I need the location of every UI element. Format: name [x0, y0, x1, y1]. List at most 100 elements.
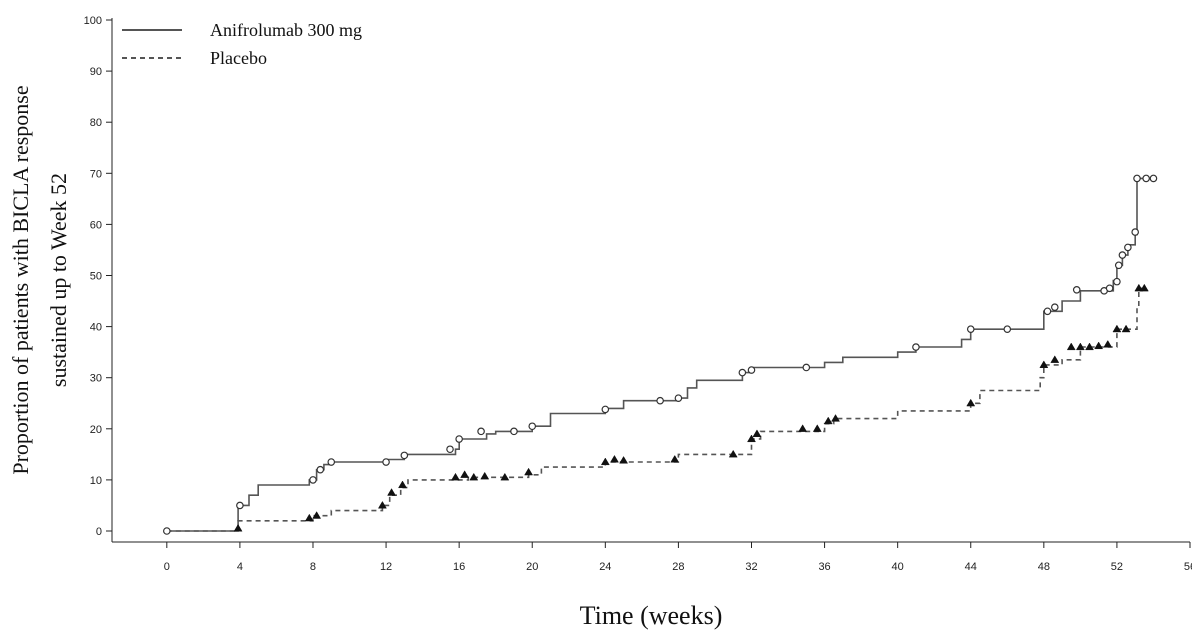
- y-tick-label-20: 20: [90, 424, 102, 436]
- censor-marker-anifrolumab-2: [309, 476, 317, 484]
- censor-marker-placebo-16: [728, 449, 738, 458]
- censor-marker-placebo-5: [398, 480, 407, 489]
- censor-marker-anifrolumab-21: [1043, 307, 1052, 316]
- legend: Anifrolumab 300 mg Placebo: [122, 20, 362, 68]
- x-tick-label-48: 48: [1038, 561, 1050, 573]
- series-line-1: [166, 287, 1147, 532]
- censor-marker-anifrolumab-5: [382, 458, 390, 466]
- censor-marker-placebo-30: [1103, 339, 1113, 348]
- censor-marker-anifrolumab-31: [1133, 174, 1141, 183]
- censor-marker-placebo-32: [1121, 324, 1131, 333]
- censor-marker-placebo-11: [524, 467, 534, 476]
- y-ticks: 0 10 20 30 40 50 60 70 80 90 100: [84, 15, 112, 538]
- y-tick-label-90: 90: [90, 66, 102, 78]
- censor-marker-anifrolumab-0: [163, 527, 171, 535]
- censor-marker-anifrolumab-22: [1050, 303, 1059, 311]
- y-tick-label-80: 80: [90, 117, 102, 129]
- censor-marker-placebo-0: [233, 523, 243, 532]
- x-tick-label-56: 56: [1184, 561, 1192, 573]
- x-tick-label-32: 32: [745, 561, 757, 573]
- x-ticks: 048121620242832364044485256: [164, 542, 1192, 573]
- y-tick-label-100: 100: [84, 15, 102, 27]
- censor-marker-anifrolumab-8: [455, 435, 463, 443]
- censor-marker-anifrolumab-15: [738, 368, 747, 377]
- y-tick-label-60: 60: [90, 219, 102, 231]
- censor-marker-anifrolumab-32: [1142, 174, 1150, 183]
- y-tick-label-50: 50: [90, 271, 102, 283]
- censor-marker-placebo-7: [460, 470, 470, 478]
- censor-marker-anifrolumab-20: [1003, 325, 1012, 333]
- censor-marker-anifrolumab-16: [747, 366, 756, 374]
- censor-marker-anifrolumab-7: [446, 445, 454, 454]
- censor-marker-placebo-20: [812, 424, 822, 432]
- censor-marker-placebo-19: [798, 424, 808, 432]
- censor-marker-anifrolumab-17: [802, 363, 811, 372]
- y-tick-label-40: 40: [90, 322, 102, 334]
- x-tick-label-20: 20: [526, 561, 538, 573]
- x-tick-label-12: 12: [380, 561, 392, 573]
- censor-marker-placebo-8: [469, 472, 479, 481]
- censor-marker-placebo-21: [823, 416, 833, 425]
- legend-label-placebo: Placebo: [210, 48, 267, 68]
- censor-marker-placebo-12: [600, 457, 610, 466]
- x-tick-label-0: 0: [164, 561, 170, 573]
- censor-layer: [163, 174, 1158, 535]
- censor-marker-placebo-29: [1094, 341, 1104, 350]
- x-tick-label-36: 36: [818, 561, 830, 573]
- censor-marker-placebo-1: [304, 513, 314, 522]
- censor-marker-placebo-27: [1075, 342, 1085, 351]
- legend-label-anifrolumab: Anifrolumab 300 mg: [210, 20, 362, 40]
- censor-marker-anifrolumab-26: [1113, 277, 1121, 286]
- censor-marker-placebo-18: [752, 429, 762, 437]
- y-tick-label-70: 70: [90, 168, 102, 180]
- censor-marker-anifrolumab-30: [1131, 228, 1139, 236]
- censor-marker-anifrolumab-18: [912, 343, 920, 351]
- censor-marker-placebo-9: [480, 471, 490, 480]
- censor-marker-anifrolumab-1: [236, 501, 244, 510]
- censor-marker-placebo-22: [831, 414, 840, 422]
- censor-marker-placebo-23: [966, 398, 976, 407]
- censor-marker-placebo-6: [451, 472, 460, 481]
- censor-marker-placebo-31: [1112, 324, 1122, 333]
- x-tick-label-8: 8: [310, 561, 316, 573]
- censor-marker-placebo-10: [500, 472, 510, 481]
- censor-marker-placebo-28: [1085, 342, 1094, 351]
- censor-marker-anifrolumab-14: [674, 394, 683, 402]
- censor-marker-placebo-15: [670, 454, 680, 463]
- censor-marker-anifrolumab-27: [1114, 261, 1123, 270]
- censor-marker-anifrolumab-11: [528, 422, 537, 431]
- censor-marker-placebo-3: [377, 500, 387, 509]
- axes: [111, 18, 1190, 543]
- censor-marker-anifrolumab-4: [327, 458, 336, 466]
- censor-marker-placebo-25: [1050, 355, 1060, 363]
- censor-marker-placebo-2: [312, 511, 322, 519]
- censor-marker-anifrolumab-12: [601, 405, 610, 414]
- censor-marker-anifrolumab-13: [656, 396, 664, 405]
- censor-marker-anifrolumab-25: [1105, 284, 1114, 293]
- x-tick-label-52: 52: [1111, 561, 1123, 573]
- x-tick-label-40: 40: [892, 561, 904, 573]
- x-tick-label-28: 28: [672, 561, 684, 573]
- censor-marker-placebo-33: [1134, 283, 1144, 292]
- y-axis-label-line-2: sustained up to Week 52: [46, 173, 71, 387]
- censor-marker-placebo-13: [610, 454, 619, 463]
- censor-marker-anifrolumab-29: [1124, 243, 1132, 252]
- censor-marker-placebo-17: [747, 434, 756, 443]
- censor-marker-anifrolumab-3: [316, 465, 325, 474]
- y-axis-label-line-1: Proportion of patients with BICLA respon…: [8, 85, 33, 474]
- censor-marker-placebo-4: [387, 488, 396, 496]
- x-axis-label: Time (weeks): [580, 601, 723, 630]
- censor-marker-placebo-14: [619, 455, 629, 464]
- censor-marker-placebo-34: [1139, 283, 1149, 292]
- y-axis-label: Proportion of patients with BICLA respon…: [8, 85, 71, 474]
- censor-marker-placebo-26: [1066, 342, 1076, 351]
- censor-marker-anifrolumab-19: [966, 325, 975, 333]
- censor-marker-anifrolumab-28: [1118, 251, 1127, 259]
- y-tick-label-0: 0: [96, 526, 102, 538]
- censor-marker-anifrolumab-33: [1149, 174, 1158, 183]
- censor-marker-anifrolumab-10: [510, 427, 518, 436]
- y-tick-label-30: 30: [90, 373, 102, 385]
- censor-marker-anifrolumab-23: [1072, 286, 1081, 294]
- x-tick-label-16: 16: [453, 561, 465, 573]
- censor-marker-anifrolumab-9: [477, 427, 485, 436]
